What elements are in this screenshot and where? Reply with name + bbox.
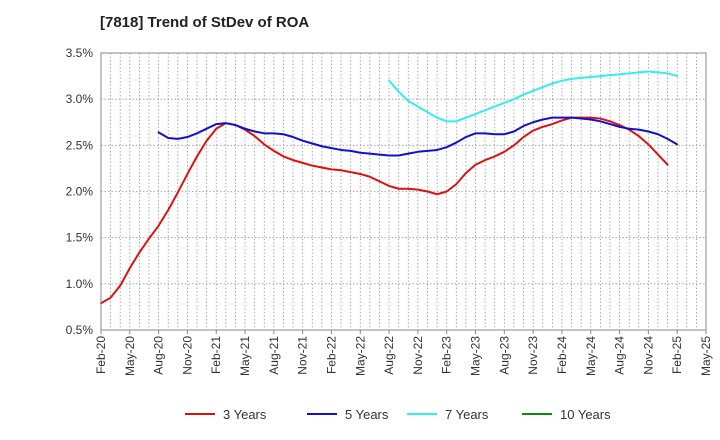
x-axis: Feb-20 May-20 Aug-20 Nov-20 Feb-21 May-21 Aug-… [94,330,713,376]
x-tick-label: Feb-23 [440,336,454,374]
x-tick-label: Nov-20 [180,336,194,375]
y-tick-label: 1.5% [66,231,94,245]
x-tick-label: Aug-22 [382,336,396,375]
x-tick-label: Aug-21 [267,336,281,375]
y-tick-label: 0.5% [66,323,94,337]
x-tick-label: Nov-24 [641,336,655,375]
x-tick-label: Aug-20 [152,336,166,375]
x-tick-label: May-22 [353,336,367,376]
y-tick-label: 1.0% [66,277,94,291]
y-tick-label: 2.0% [66,185,94,199]
x-tick-label: Feb-21 [209,336,223,374]
series-layer [100,70,679,305]
series-line-7-years [388,70,679,123]
x-tick-label: May-23 [469,336,483,376]
x-tick-label: Feb-20 [94,336,108,374]
legend-label: 10 Years [560,407,611,422]
x-tick-label: May-21 [238,336,252,376]
x-tick-label: Nov-21 [296,336,310,375]
legend-label: 7 Years [445,407,489,422]
x-tick-label: Aug-23 [497,336,511,375]
x-tick-label: May-25 [699,336,713,376]
x-tick-label: Feb-25 [670,336,684,374]
legend-label: 5 Years [345,407,389,422]
y-axis: 0.5% 1.0% 1.5% 2.0% 2.5% 3.0% 3.5% [66,46,94,337]
x-tick-label: Feb-22 [324,336,338,374]
plot-frame [100,52,707,331]
y-tick-label: 2.5% [66,138,94,152]
series-line-5-years [157,116,679,157]
chart-title: [7818] Trend of StDev of ROA [100,14,310,31]
x-tick-label: May-24 [584,336,598,376]
legend: 3 Years 5 Years 7 Years 10 Years [185,407,611,422]
y-tick-label: 3.5% [66,46,94,60]
x-tick-label: Nov-22 [411,336,425,375]
grid-layer [101,53,706,330]
y-tick-label: 3.0% [66,92,94,106]
x-tick-label: Aug-24 [613,336,627,375]
x-tick-label: Feb-24 [555,336,569,374]
legend-label: 3 Years [223,407,267,422]
x-tick-label: Nov-23 [526,336,540,375]
x-tick-label: May-20 [123,336,137,376]
